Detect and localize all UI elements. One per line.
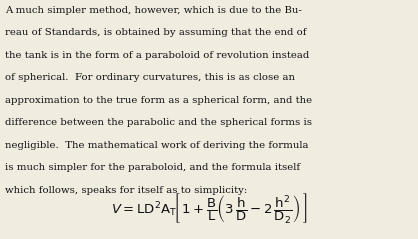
Text: of spherical.  For ordinary curvatures, this is as close an: of spherical. For ordinary curvatures, t… — [5, 73, 295, 82]
Text: $V = \mathrm{L}\mathrm{D}^2\mathrm{A_T}\!\left[\,1 + \dfrac{\mathrm{B}}{\mathrm{: $V = \mathrm{L}\mathrm{D}^2\mathrm{A_T}\… — [111, 191, 307, 225]
Text: A much simpler method, however, which is due to the Bu-: A much simpler method, however, which is… — [5, 6, 302, 15]
Text: difference between the parabolic and the spherical forms is: difference between the parabolic and the… — [5, 118, 312, 127]
Text: negligible.  The mathematical work of deriving the formula: negligible. The mathematical work of der… — [5, 141, 308, 150]
Text: the tank is in the form of a paraboloid of revolution instead: the tank is in the form of a paraboloid … — [5, 51, 309, 60]
Text: approximation to the true form as a spherical form, and the: approximation to the true form as a sphe… — [5, 96, 312, 105]
Text: is much simpler for the paraboloid, and the formula itself: is much simpler for the paraboloid, and … — [5, 163, 300, 172]
Text: which follows, speaks for itself as to simplicity:: which follows, speaks for itself as to s… — [5, 186, 247, 195]
Text: reau of Standards, is obtained by assuming that the end of: reau of Standards, is obtained by assumi… — [5, 28, 306, 38]
